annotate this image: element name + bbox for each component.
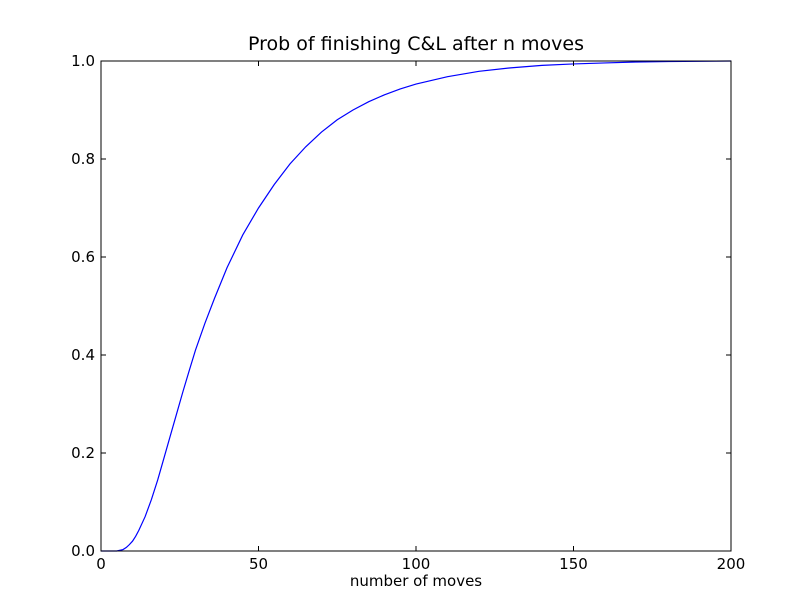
plot-frame bbox=[100, 60, 732, 552]
y-tick-label: 0.6 bbox=[71, 248, 95, 266]
series-line-0 bbox=[101, 60, 732, 552]
plot-area bbox=[101, 60, 732, 552]
y-tick-label: 0.0 bbox=[71, 542, 95, 560]
x-tick-label: 200 bbox=[717, 555, 746, 573]
x-tick-label: 150 bbox=[559, 555, 588, 573]
x-axis-label: number of moves bbox=[350, 572, 482, 590]
chart-title: Prob of finishing C&L after n moves bbox=[248, 33, 584, 55]
x-tick-label: 0 bbox=[96, 555, 106, 573]
y-tick-label: 0.4 bbox=[71, 346, 95, 364]
axis-ticks bbox=[100, 60, 732, 552]
x-tick-label: 50 bbox=[249, 555, 268, 573]
y-tick-label: 1.0 bbox=[71, 52, 95, 70]
y-tick-label: 0.8 bbox=[71, 150, 95, 168]
axis-tick-labels: 0 50 100 150 200 0.0 0.2 0.4 0.6 0.8 1.0 bbox=[71, 52, 745, 573]
y-tick-label: 0.2 bbox=[71, 444, 95, 462]
x-tick-label: 100 bbox=[402, 555, 431, 573]
